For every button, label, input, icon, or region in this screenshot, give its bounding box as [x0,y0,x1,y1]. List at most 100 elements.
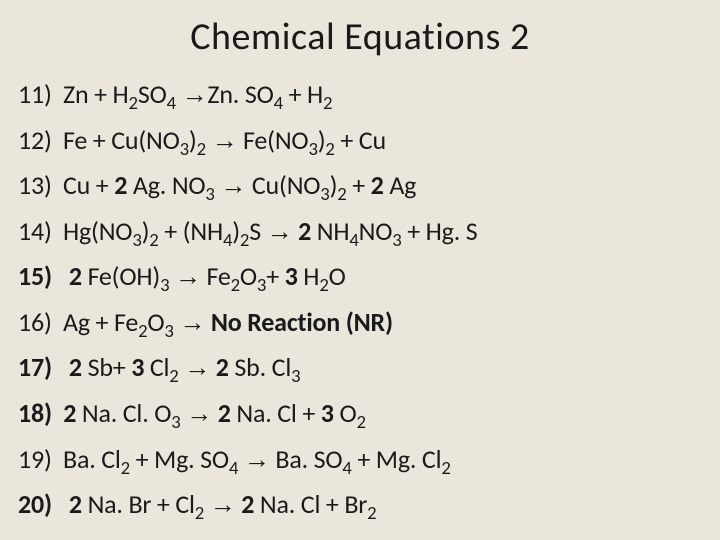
equation-text: Fe + Cu(NO [63,124,180,156]
page-title: Chemical Equations 2 [18,14,702,60]
subscript: 2 [325,138,334,161]
equation-text: No Reaction (NR) [211,306,393,338]
equation-text: + [266,260,284,292]
equation-number: 17) [18,351,52,383]
equation-text: O [240,260,257,292]
equation-text: Fe(OH) [82,260,160,292]
subscript: 2 [197,138,206,161]
equation-text: Na. Cl + [231,397,321,429]
equation-text: O [329,260,346,292]
equation-text: 2 [218,397,231,429]
equation-number: 15) [18,260,52,292]
equation-text: + H [283,78,323,110]
equation-text: ) [232,215,240,247]
equation-row: 19) Ba. Cl2 + Mg. SO4 → Ba. SO4 + Mg. Cl… [18,437,702,483]
gap [52,397,63,429]
subscript: 2 [367,502,376,525]
subscript: 2 [356,411,365,434]
subscript: 3 [132,229,141,252]
equation-text: Na. Cl. O [76,397,171,429]
equation-text: SO [138,78,167,110]
equation-text: S [249,215,266,247]
subscript: 3 [160,275,169,298]
subscript: 2 [121,457,130,480]
equation-number: 14) [18,215,52,247]
subscript: 2 [195,502,204,525]
equation-text: Sb+ [82,351,131,383]
equation-row: 11) Zn + H2SO4 →Zn. SO4 + H2 [18,72,702,118]
equation-text: + (NH [159,215,223,247]
equation-number: 18) [18,397,52,429]
equation-text: Cu(NO [246,169,320,201]
equation-row: 20) 2 Na. Br + Cl2 → 2 Na. Cl + Br2 [18,482,702,528]
equation-text: 3 [131,351,144,383]
equation-row: 18) 2 Na. Cl. O3 → 2 Na. Cl + 3 O2 [18,391,702,437]
equation-text: NO [359,215,393,247]
subscript: 2 [323,92,332,115]
equation-text: 2 [69,488,82,520]
equation-text: 3 [285,260,298,292]
subscript: 2 [441,457,450,480]
equation-text: 2 [241,488,254,520]
subscript: 4 [342,457,351,480]
equation-text: Ag. NO [127,169,205,201]
equation-text: Ag + Fe [63,306,138,338]
equation-row: 12) Fe + Cu(NO3)2 → Fe(NO3)2 + Cu [18,118,702,164]
arrow-icon: → [210,490,236,519]
arrow-icon: → [267,217,293,246]
subscript: 3 [171,411,180,434]
arrow-icon: → [244,445,270,474]
equation-text: + [347,169,371,201]
subscript: 3 [180,138,189,161]
gap [52,488,63,520]
subscript: 2 [149,229,158,252]
gap [52,215,63,247]
arrow-icon: → [212,126,238,155]
subscript: 3 [320,183,329,206]
equation-text: Ag [384,169,417,201]
gap [52,306,63,338]
subscript: 3 [205,183,214,206]
arrow-icon: → [175,262,201,291]
equation-text: Fe [201,260,231,292]
subscript: 2 [129,92,138,115]
arrow-icon: → [220,171,246,200]
subscript: 3 [308,138,317,161]
equation-text: Zn + H [63,78,129,110]
equation-text: H [298,260,320,292]
subscript: 4 [223,229,232,252]
equation-text: O [334,397,357,429]
equation-text: 2 [69,351,82,383]
gap [52,260,63,292]
equation-text: 2 [298,215,311,247]
equation-text: O [147,306,164,338]
arrow-icon: → [179,308,205,337]
equation-text: 2 [114,169,127,201]
equation-text: + Mg. Cl [352,443,442,475]
equation-text: + Cu [335,124,386,156]
equation-text: + Hg. S [402,215,478,247]
equation-text: + Mg. SO [130,443,229,475]
gap [52,124,63,156]
gap [52,169,63,201]
equation-row: 15) 2 Fe(OH)3 → Fe2O3+ 3 H2O [18,254,702,300]
subscript: 2 [337,183,346,206]
subscript: 2 [240,229,249,252]
equation-number: 16) [18,306,52,338]
equation-number: 12) [18,124,52,156]
equation-row: 14) Hg(NO3)2 + (NH4)2S → 2 NH4NO3 + Hg. … [18,209,702,255]
equation-text: Ba. SO [270,443,343,475]
equation-text: 3 [321,397,334,429]
equation-number: 13) [18,169,52,201]
subscript: 3 [257,275,266,298]
subscript: 2 [319,275,328,298]
equation-text: 2 [63,397,76,429]
subscript: 4 [274,92,283,115]
gap [52,351,63,383]
gap [52,78,63,110]
equation-text: NH [311,215,349,247]
gap [52,443,63,475]
subscript: 2 [231,275,240,298]
arrow-icon: → [184,353,210,382]
equation-text: Cl [144,351,169,383]
